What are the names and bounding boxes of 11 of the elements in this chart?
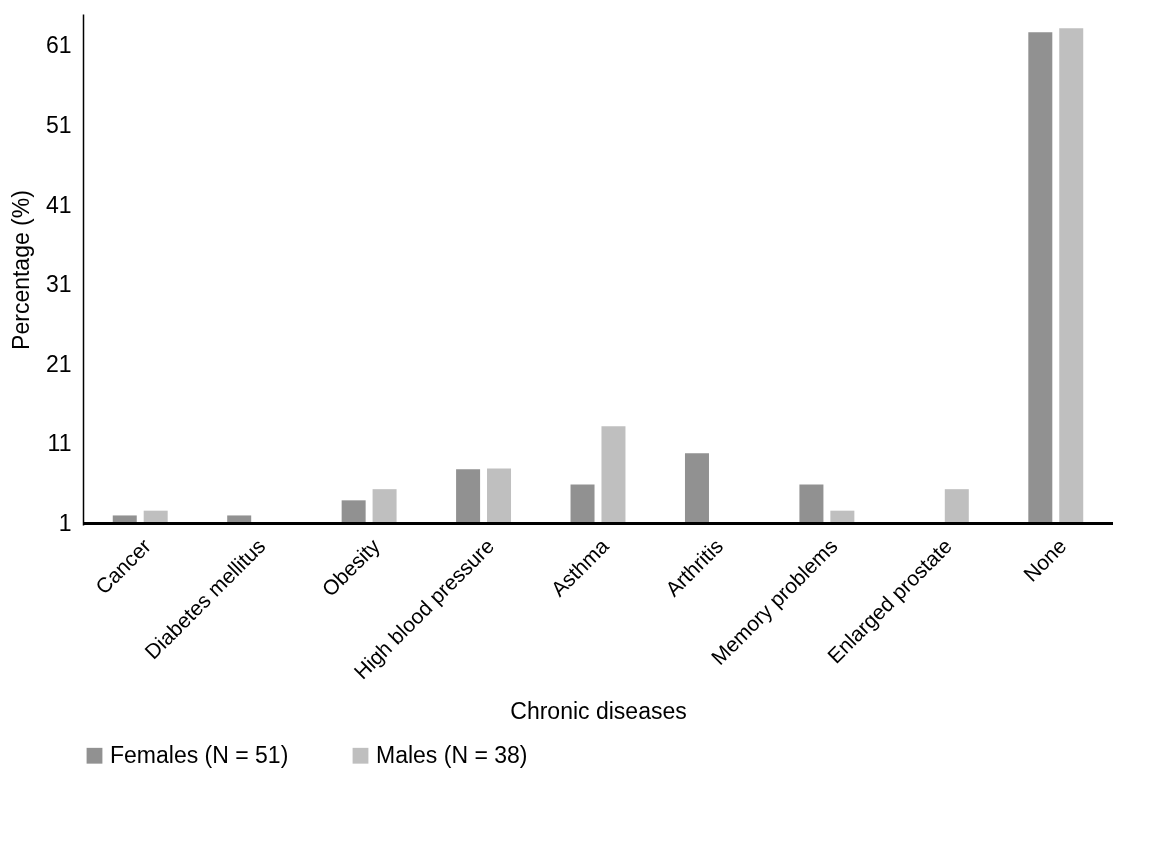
legend-label: Females (N = 51)	[110, 741, 289, 768]
y-tick-label: 61	[45, 32, 72, 59]
y-tick-label: 41	[45, 191, 72, 218]
y-tick-label: 1	[58, 509, 72, 536]
y-axis-title: Percentage (%)	[7, 190, 34, 350]
y-tick-label: 51	[45, 111, 72, 138]
y-tick-label: 11	[47, 430, 72, 457]
y-tick-label: 31	[45, 271, 72, 298]
legend-label: Males (N = 38)	[376, 741, 528, 768]
y-tick-label: 21	[45, 350, 72, 377]
x-axis-title: Chronic diseases	[510, 698, 687, 725]
